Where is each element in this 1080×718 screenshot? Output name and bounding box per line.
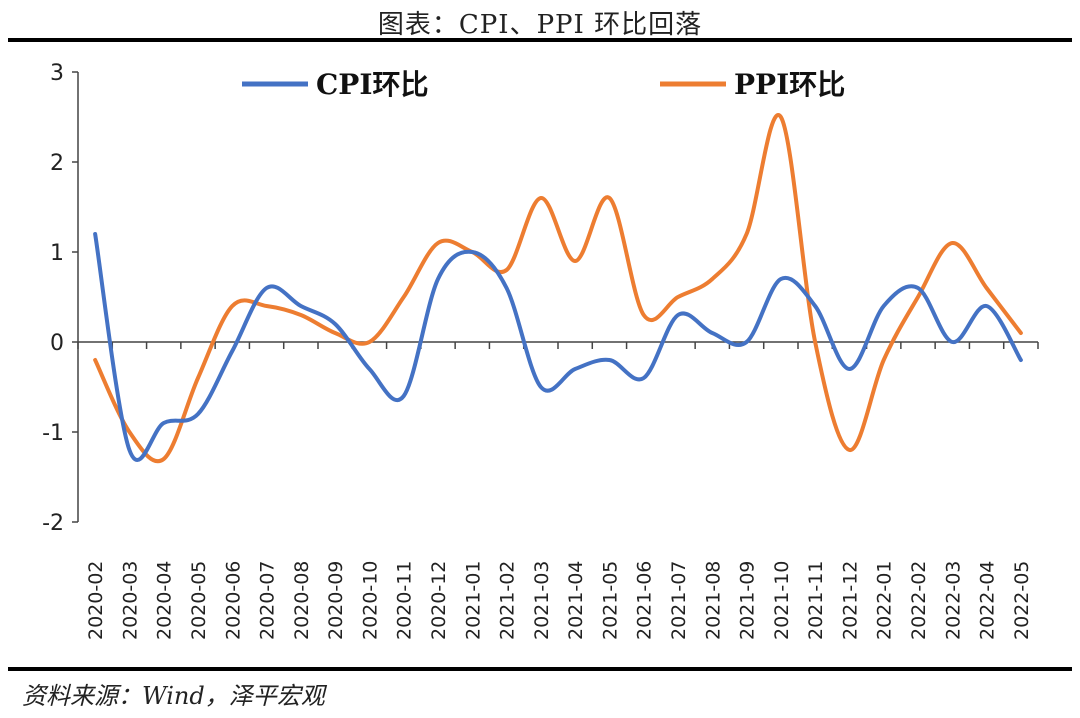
series-group — [93, 112, 1023, 464]
x-tick-label: 2021-09 — [737, 561, 759, 640]
x-tick-label: 2022-04 — [977, 561, 999, 640]
y-tick-label: 3 — [50, 61, 64, 86]
x-tick-label: 2020-12 — [428, 561, 450, 640]
x-tick-label: 2020-05 — [188, 561, 210, 640]
x-tick-label: 2020-02 — [85, 561, 107, 640]
x-tick-label: 2020-09 — [325, 561, 347, 640]
x-tick-label: 2021-03 — [531, 561, 553, 640]
x-tick-label: 2021-11 — [805, 561, 827, 640]
x-tick-label: 2021-04 — [565, 561, 587, 640]
x-tick-label: 2020-10 — [359, 561, 381, 640]
x-tick-label: 2021-06 — [634, 561, 656, 640]
y-tick-label: -1 — [42, 421, 64, 446]
x-tick-label: 2021-07 — [668, 561, 690, 640]
x-tick-label: 2021-05 — [599, 561, 621, 640]
x-tick-label: 2020-07 — [257, 561, 279, 640]
series-line-cpi — [93, 232, 1023, 462]
x-tick-label: 2020-11 — [394, 561, 416, 640]
x-tick-label: 2020-08 — [291, 561, 313, 640]
chart-title: 图表：CPI、PPI 环比回落 — [377, 10, 703, 40]
x-tick-label: 2022-05 — [1011, 561, 1033, 640]
x-tick-label: 2022-02 — [908, 561, 930, 640]
x-tick-label: 2022-01 — [874, 561, 896, 640]
x-tick-label: 2020-04 — [154, 561, 176, 640]
top-rule — [8, 38, 1072, 42]
y-tick-label: 0 — [50, 331, 64, 356]
series-line-ppi — [93, 112, 1023, 464]
x-tick-label: 2020-03 — [119, 561, 141, 640]
legend-group: CPI环比 PPI环比 — [242, 68, 845, 101]
x-tick-label: 2021-10 — [771, 561, 793, 640]
x-tick-label: 2022-03 — [942, 561, 964, 640]
y-tick-label: 1 — [50, 241, 64, 266]
x-tick-label: 2021-08 — [702, 561, 724, 640]
axes-group: -2 -1 0 1 2 3 2020-02 2020-03 2020-04 2020-05 2020… — [42, 61, 1039, 640]
source-note: 资料来源：Wind，泽平宏观 — [22, 682, 325, 710]
x-tick-label: 2021-02 — [497, 561, 519, 640]
y-tick-label: -2 — [42, 511, 64, 536]
x-tick-label: 2020-06 — [222, 561, 244, 640]
x-tick-label: 2021-12 — [839, 561, 861, 640]
legend-label: PPI环比 — [734, 68, 845, 101]
x-tick-label: 2021-01 — [462, 561, 484, 640]
legend-label: CPI环比 — [316, 68, 428, 101]
y-tick-label: 2 — [50, 151, 64, 176]
bottom-rule — [8, 667, 1072, 671]
